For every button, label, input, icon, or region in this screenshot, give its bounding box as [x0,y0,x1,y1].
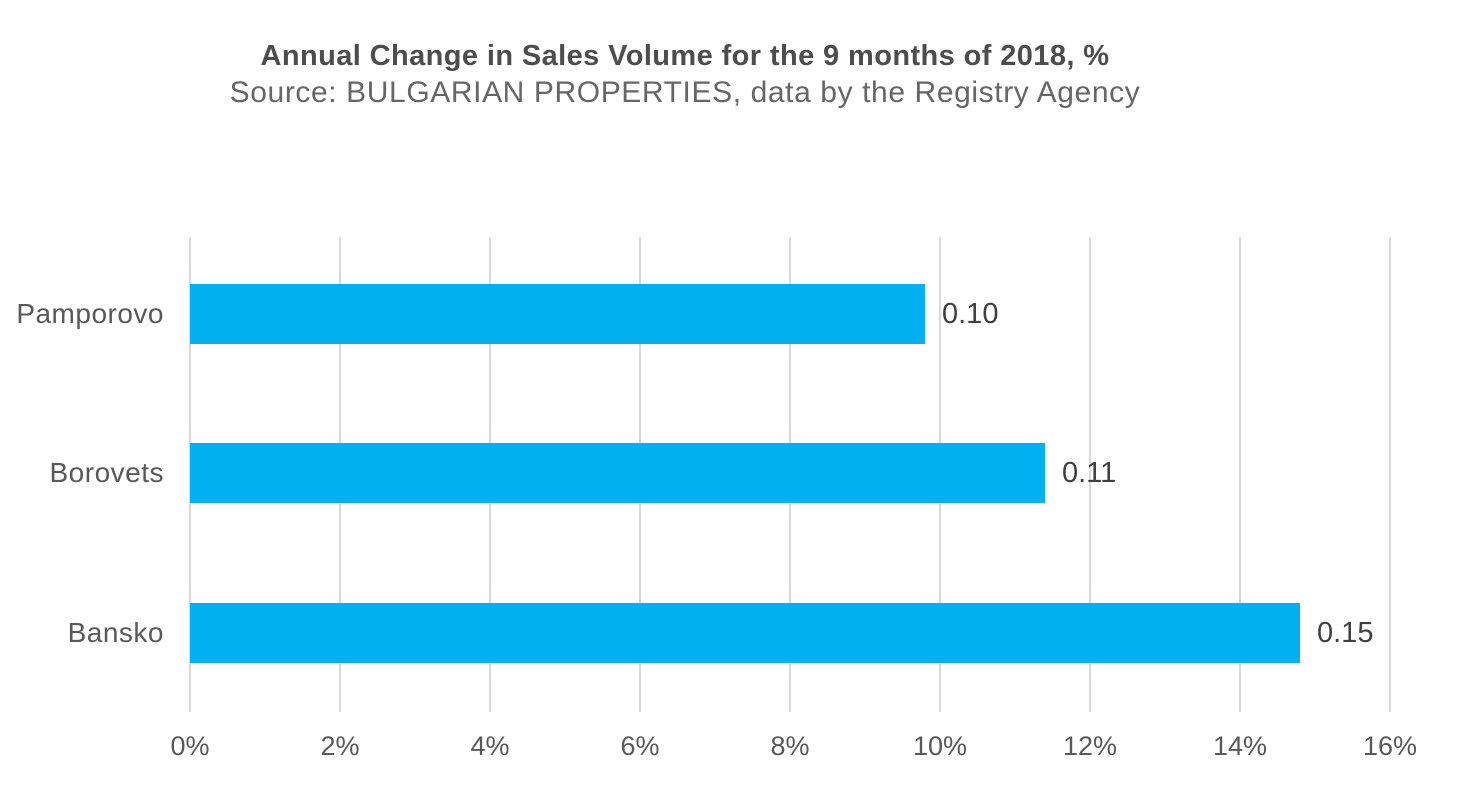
bar-row-borovets: 0.11 [190,443,1390,503]
x-tick-2: 2% [320,731,360,761]
data-label-pamporovo: 0.10 [942,297,999,330]
data-label-bansko: 0.15 [1317,616,1374,649]
gridline-12pct [1089,237,1091,712]
bar-bansko [190,603,1300,663]
x-tick-0: 0% [170,731,210,761]
bar-row-pamporovo: 0.10 [190,284,1390,344]
x-axis-labels: 0% 2% 4% 6% 8% 10% 12% 14% 16% [170,726,1417,766]
x-tick-16: 16% [1362,731,1418,761]
data-label-borovets: 0.11 [1062,456,1117,489]
chart-subtitle: Source: BULGARIAN PROPERTIES, data by th… [229,76,1141,109]
bar-pamporovo [190,284,925,344]
y-axis-category-labels: Pamporovo Borovets Bansko [0,237,164,712]
category-label-pamporovo: Pamporovo [16,298,164,329]
x-tick-10: 10% [912,731,968,761]
x-tick-4: 4% [470,731,510,761]
category-label-bansko: Bansko [67,617,164,648]
bar-row-bansko: 0.15 [190,603,1390,663]
x-tick-14: 14% [1212,731,1268,761]
gridline-16pct [1389,237,1391,712]
x-tick-8: 8% [770,731,810,761]
gridline-14pct [1239,237,1241,712]
x-tick-6: 6% [620,731,660,761]
chart-title: Annual Change in Sales Volume for the 9 … [260,40,1110,72]
plot-area: 0.10 0.11 0.15 [189,237,1391,712]
category-label-borovets: Borovets [49,457,164,488]
title-block: Annual Change in Sales Volume for the 9 … [0,38,1370,111]
x-tick-12: 12% [1062,731,1118,761]
bar-borovets [190,443,1045,503]
